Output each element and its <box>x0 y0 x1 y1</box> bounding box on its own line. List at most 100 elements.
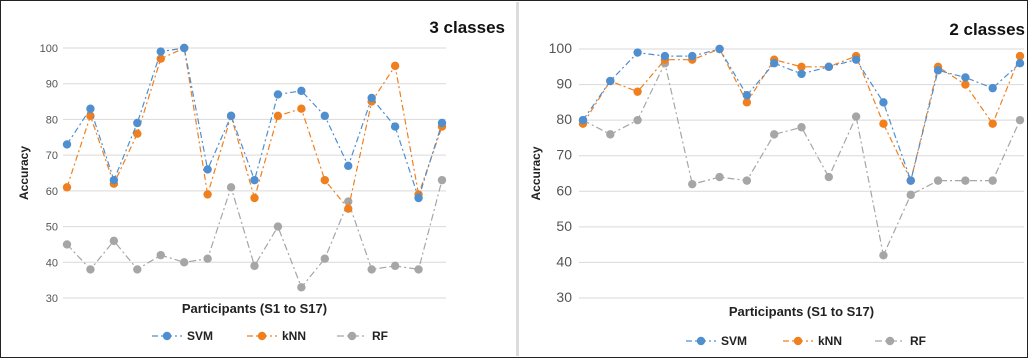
data-point <box>961 80 970 89</box>
data-point <box>633 115 642 125</box>
data-point <box>851 55 861 64</box>
data-point <box>273 90 283 99</box>
data-point <box>660 51 670 61</box>
data-point <box>633 87 642 96</box>
data-point <box>86 265 95 274</box>
series-knn <box>578 44 1025 185</box>
y-tick-label: 50 <box>556 218 572 234</box>
y-tick-label: 80 <box>46 114 58 126</box>
data-point <box>62 140 72 149</box>
x-axis-label: Participants (S1 to S17) <box>729 304 874 319</box>
data-point <box>390 261 400 271</box>
x-axis-label: Participants (S1 to S17) <box>182 301 327 316</box>
y-tick-label: 40 <box>556 253 572 269</box>
data-point <box>226 183 236 192</box>
data-point <box>297 86 306 96</box>
legend-label: SVM <box>721 334 747 348</box>
series-svm <box>578 44 1025 185</box>
legend-item-rf: RF <box>875 334 926 348</box>
legend-label: SVM <box>187 329 213 343</box>
data-point <box>933 66 943 75</box>
y-tick-label: 100 <box>549 40 573 56</box>
chart-title: 3 classes <box>429 18 505 37</box>
legend: SVM kNN RF <box>152 329 388 343</box>
legend-marker <box>162 331 172 341</box>
data-point <box>797 62 806 71</box>
data-point <box>297 104 306 113</box>
data-point <box>320 254 330 263</box>
series-svm <box>62 43 447 203</box>
series-line <box>66 47 443 200</box>
data-point <box>250 261 259 271</box>
data-point <box>320 175 330 185</box>
legend-marker <box>885 336 895 346</box>
legend-marker <box>696 336 706 346</box>
legend-marker <box>793 336 803 346</box>
legend-item-knn: kNN <box>247 329 306 343</box>
data-point <box>133 129 142 138</box>
data-point <box>344 161 353 171</box>
data-point <box>203 254 212 263</box>
data-point <box>742 91 752 100</box>
data-point <box>769 59 779 68</box>
data-point <box>742 176 752 185</box>
data-point <box>688 179 697 189</box>
data-point <box>1015 59 1025 68</box>
data-point <box>414 265 423 274</box>
series-rf <box>62 175 447 292</box>
legend-marker <box>347 331 357 341</box>
legend-marker <box>257 331 267 341</box>
data-point <box>62 183 72 192</box>
data-point <box>879 98 888 107</box>
data-point <box>715 172 724 182</box>
chart-2-classes: 2 classes 30 40 50 60 70 80 90 100 Accuracy Partic… <box>529 20 1025 348</box>
legend-label: kNN <box>282 329 306 343</box>
data-point <box>226 111 236 121</box>
data-point <box>715 44 724 54</box>
data-point <box>109 175 119 185</box>
legend-item-svm: SVM <box>686 334 747 348</box>
data-point <box>961 73 970 82</box>
data-point <box>933 176 943 185</box>
data-point <box>414 193 423 203</box>
data-point <box>988 176 997 185</box>
y-tick-label: 60 <box>556 182 572 198</box>
series-rf <box>578 59 1025 260</box>
data-point <box>109 236 119 246</box>
data-point <box>1015 51 1025 61</box>
y-tick-label: 80 <box>556 111 572 127</box>
data-point <box>250 175 259 185</box>
data-point <box>688 51 697 61</box>
data-point <box>156 47 165 56</box>
y-tick-label: 100 <box>40 43 58 55</box>
data-point <box>86 104 95 113</box>
chart-title: 2 classes <box>949 20 1025 39</box>
data-point <box>437 118 447 128</box>
data-point <box>1015 115 1025 125</box>
data-point <box>988 83 997 93</box>
data-point <box>606 130 615 139</box>
data-point <box>906 176 915 185</box>
legend-label: RF <box>372 329 388 343</box>
data-point <box>769 130 779 139</box>
chart-panel-3-classes: 3 classes 30 40 50 60 70 80 90 100 Accuracy Partic… <box>2 2 519 356</box>
data-point <box>273 111 283 121</box>
y-tick-label: 90 <box>46 79 58 91</box>
y-axis-label: Accuracy <box>529 146 543 200</box>
data-point <box>62 240 72 249</box>
data-point <box>824 172 834 182</box>
data-point <box>879 251 888 260</box>
data-point <box>961 176 970 185</box>
data-point <box>367 93 376 103</box>
legend-item-rf: RF <box>337 329 388 343</box>
y-tick-label: 70 <box>556 147 572 163</box>
data-point <box>250 193 259 203</box>
data-point <box>988 119 997 128</box>
data-point <box>156 54 165 63</box>
data-point <box>437 175 447 185</box>
legend-label: RF <box>910 334 926 348</box>
series-line <box>66 47 443 211</box>
data-point <box>344 204 353 213</box>
legend-item-svm: SVM <box>152 329 213 343</box>
legend-item-knn: kNN <box>783 334 842 348</box>
